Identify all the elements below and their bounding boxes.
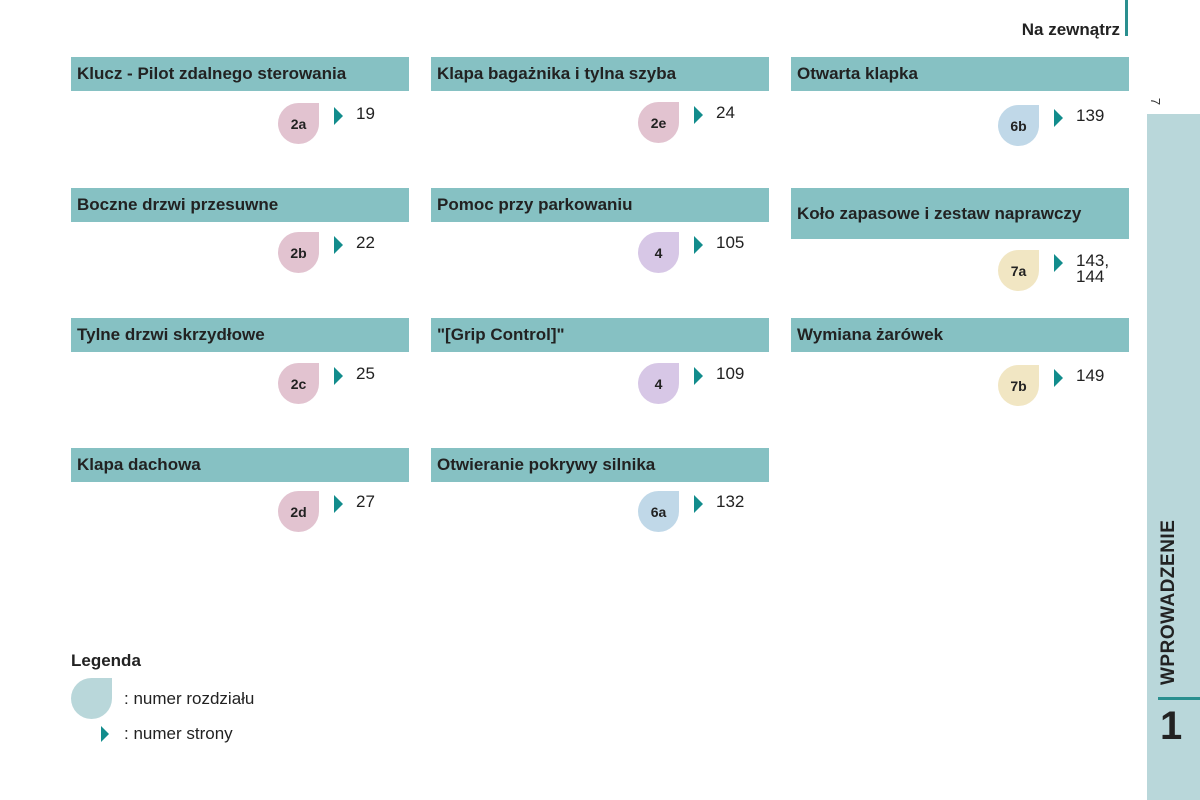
arrow-right-icon xyxy=(334,107,343,125)
legend-title: Legenda xyxy=(71,651,141,670)
page-reference: 109 xyxy=(716,364,745,383)
reference-rear-doors[interactable]: 2c 25 xyxy=(278,363,375,404)
chapter-side-strip xyxy=(1147,114,1200,800)
page-reference: 139 xyxy=(1076,106,1105,125)
section-bonnet-opening: Otwieranie pokrywy silnika xyxy=(431,448,769,482)
section-spare-wheel: Koło zapasowe i zestaw naprawczy xyxy=(791,188,1129,239)
arrow-right-icon xyxy=(694,236,703,254)
section-title: Wymiana żarówek xyxy=(791,318,1129,352)
chapter-badge: 2a xyxy=(278,103,319,144)
page-title: Na zewnątrz xyxy=(1021,20,1120,39)
arrow-right-icon xyxy=(334,236,343,254)
arrow-right-icon xyxy=(694,495,703,513)
chapter-badge: 6b xyxy=(998,105,1039,146)
chapter-rule xyxy=(1158,697,1200,700)
section-roof-hatch: Klapa dachowa xyxy=(71,448,409,482)
header-rule xyxy=(1125,0,1128,36)
section-title: Klapa bagażnika i tylna szyba xyxy=(431,57,769,91)
section-key-remote: Klucz - Pilot zdalnego sterowania xyxy=(71,57,409,91)
page-number: 7 xyxy=(1148,97,1164,106)
reference-roof-hatch[interactable]: 2d 27 xyxy=(278,491,375,532)
section-title: Boczne drzwi przesuwne xyxy=(71,188,409,222)
reference-parking-assist[interactable]: 4 105 xyxy=(638,232,744,273)
section-title: "[Grip Control]" xyxy=(431,318,769,352)
section-rear-doors: Tylne drzwi skrzydłowe xyxy=(71,318,409,352)
section-title: Klucz - Pilot zdalnego sterowania xyxy=(71,57,409,91)
section-title: Otwarta klapka xyxy=(791,57,1129,91)
section-title: Otwieranie pokrywy silnika xyxy=(431,448,769,482)
reference-tailgate[interactable]: 2e 24 xyxy=(638,102,735,143)
page-reference: 22 xyxy=(356,233,375,252)
reference-grip-control[interactable]: 4 109 xyxy=(638,363,744,404)
legend-page-row: : numer strony xyxy=(71,724,233,744)
chapter-badge: 4 xyxy=(638,363,679,404)
page-reference: 24 xyxy=(716,103,735,122)
reference-bulb-replacement[interactable]: 7b 149 xyxy=(998,365,1104,406)
legend-chapter-row: : numer rozdziału xyxy=(71,678,254,719)
page-reference: 143, 144 xyxy=(1076,251,1110,286)
reference-key-remote[interactable]: 2a 19 xyxy=(278,103,375,144)
chapter-badge: 2d xyxy=(278,491,319,532)
reference-open-flap[interactable]: 6b 139 xyxy=(998,105,1104,146)
chapter-badge: 2b xyxy=(278,232,319,273)
page-reference: 149 xyxy=(1076,366,1105,385)
arrow-right-icon xyxy=(1054,109,1063,127)
chapter-badge: 4 xyxy=(638,232,679,273)
chapter-badge: 7b xyxy=(998,365,1039,406)
chapter-badge: 2e xyxy=(638,102,679,143)
chapter-badge: 6a xyxy=(638,491,679,532)
section-title: Koło zapasowe i zestaw naprawczy xyxy=(791,188,1129,239)
chapter-number: 1 xyxy=(1160,704,1183,748)
legend-chapter-label: : numer rozdziału xyxy=(124,688,255,708)
reference-bonnet-opening[interactable]: 6a 132 xyxy=(638,491,744,532)
legend-page-label: : numer strony xyxy=(124,724,233,743)
page-reference: 132 xyxy=(716,492,745,511)
arrow-right-icon xyxy=(334,367,343,385)
chapter-badge-icon xyxy=(71,678,112,719)
page-reference: 19 xyxy=(356,104,375,123)
reference-spare-wheel[interactable]: 7a 143, 144 xyxy=(998,250,1109,291)
section-title: Klapa dachowa xyxy=(71,448,409,482)
section-parking-assist: Pomoc przy parkowaniu xyxy=(431,188,769,222)
arrow-right-icon xyxy=(334,495,343,513)
arrow-right-icon xyxy=(694,367,703,385)
chapter-badge: 7a xyxy=(998,250,1039,291)
section-title: Pomoc przy parkowaniu xyxy=(431,188,769,222)
arrow-right-icon xyxy=(101,726,109,742)
section-grip-control: "[Grip Control]" xyxy=(431,318,769,352)
arrow-right-icon xyxy=(1054,254,1063,272)
section-bulb-replacement: Wymiana żarówek xyxy=(791,318,1129,352)
reference-sliding-door[interactable]: 2b 22 xyxy=(278,232,375,273)
section-sliding-door: Boczne drzwi przesuwne xyxy=(71,188,409,222)
arrow-right-icon xyxy=(1054,369,1063,387)
page-reference: 105 xyxy=(716,233,745,252)
arrow-right-icon xyxy=(694,106,703,124)
section-title: Tylne drzwi skrzydłowe xyxy=(71,318,409,352)
chapter-title: WPROWADZENIE xyxy=(1158,519,1179,685)
page-reference: 27 xyxy=(356,492,375,511)
page-reference: 25 xyxy=(356,364,375,383)
section-tailgate: Klapa bagażnika i tylna szyba xyxy=(431,57,769,91)
chapter-badge: 2c xyxy=(278,363,319,404)
section-open-flap: Otwarta klapka xyxy=(791,57,1129,91)
